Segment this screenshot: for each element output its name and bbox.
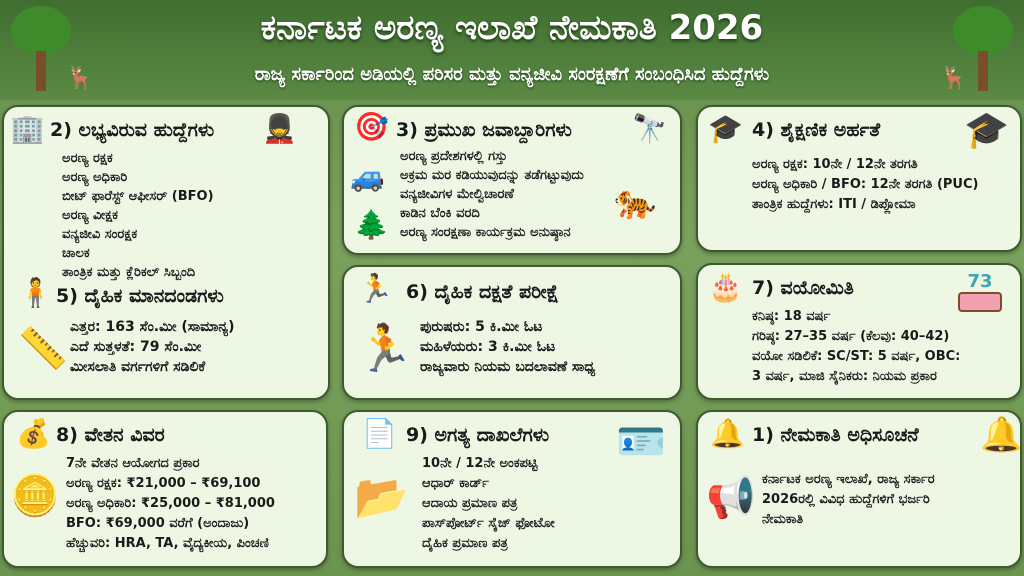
list-item: ಅರಣ್ಯ ಅಧಿಕಾರಿ: ₹25,000 – ₹81,000 — [66, 496, 275, 511]
binoculars-icon: 🔭 — [632, 112, 667, 145]
trees-icon: 🌲 — [354, 208, 389, 241]
list-item: ವನ್ಯಜೀವಿ ಸಂರಕ್ಷಕ — [62, 227, 138, 242]
list-item: ರಾಜ್ಯವಾರು ನಿಯಮ ಬದಲಾವಣೆ ಸಾಧ್ಯ — [420, 359, 596, 375]
runner-icon: 🏃 — [358, 272, 393, 305]
documents-title: 9) ಅಗತ್ಯ ದಾಖಲೆಗಳು — [406, 424, 550, 446]
list-item: ಮಹಿಳೆಯರು: 3 ಕಿ.ಮೀ ಓಟ — [420, 339, 556, 355]
list-item: ಅರಣ್ಯ ರಕ್ಷಕ — [62, 151, 113, 166]
fitness-test-panel: 🏃 6) ದೈಹಿಕ ದಕ್ಷತೆ ಪರೀಕ್ಷೆ 🏃 ಪುರುಷರು: 5 ಕ… — [342, 265, 682, 400]
list-item: ಕನಿಷ್ಠ: 18 ವರ್ಷ — [752, 309, 831, 324]
salary-title: 8) ವೇತನ ವಿವರ — [56, 424, 165, 446]
list-item: ಪಾಸ್‌ಪೋರ್ಟ್ ಸೈಜ್ ಫೋಟೋ — [422, 516, 555, 531]
list-item: ಮೀಸಲಾತಿ ವರ್ಗಗಳಿಗೆ ಸಡಿಲಿಕೆ — [70, 359, 206, 375]
posts-title: 2) ಲಭ್ಯವಿರುವ ಹುದ್ದೆಗಳು — [50, 119, 215, 141]
list-item: ನೇಮಕಾತಿ — [762, 512, 804, 527]
tree-icon — [6, 6, 76, 96]
list-item: 10ನೇ / 12ನೇ ಅಂಕಪಟ್ಟಿ — [422, 456, 538, 471]
megaphone-icon: 📢 — [706, 475, 756, 521]
sprinter-icon: 🏃 — [356, 321, 414, 375]
list-item: ಅರಣ್ಯ ರಕ್ಷಕ: ₹21,000 – ₹69,100 — [66, 476, 261, 491]
age-limit-list: ಕನಿಷ್ಠ: 18 ವರ್ಷ ಗರಿಷ್ಠ: 27–35 ವರ್ಷ (ಕೆಲವ… — [752, 307, 960, 387]
list-item: ಹೆಚ್ಚುವರಿ: HRA, TA, ವೈದ್ಯಕೀಯ, ಪಿಂಚಣಿ — [66, 536, 269, 551]
age-limit-title: 7) ವಯೋಮಿತಿ — [752, 277, 854, 299]
responsibilities-title: 3) ಪ್ರಮುಖ ಜವಾಬ್ದಾರಿಗಳು — [396, 119, 572, 141]
posts-list: ಅರಣ್ಯ ರಕ್ಷಕ ಅರಣ್ಯ ಅಧಿಕಾರಿ ಬೀಟ್ ಫಾರೆಸ್ಟ್ … — [62, 149, 214, 282]
salary-panel: 💰 8) ವೇತನ ವಿವರ 🪙 7ನೇ ವೇತನ ಆಯೋಗದ ಪ್ರಕಾರ ಅ… — [2, 410, 328, 568]
list-item: ಚಾಲಕ — [62, 246, 90, 261]
target-icon: 🎯 — [354, 110, 389, 143]
header-banner: 🦌 🦌 ಕರ್ನಾಟಕ ಅರಣ್ಯ ಇಲಾಖೆ ನೇಮಕಾತಿ 2026 ರಾಜ… — [0, 0, 1024, 100]
responsibilities-list: ಅರಣ್ಯ ಪ್ರದೇಶಗಳಲ್ಲಿ ಗಸ್ತು ಅಕ್ರಮ ಮರ ಕಡಿಯುವ… — [400, 147, 584, 242]
notification-title: 1) ನೇಮಕಾತಿ ಅಧಿಸೂಚನೆ — [752, 424, 919, 446]
list-item: ಬೀಟ್ ಫಾರೆಸ್ಟ್ ಆಫೀಸರ್ (BFO) — [62, 189, 214, 204]
soldiers-icon: 💂 — [262, 112, 297, 145]
fitness-test-title: 6) ದೈಹಿಕ ದಕ್ಷತೆ ಪರೀಕ್ಷೆ — [406, 281, 559, 303]
money-bag-icon: 💰 — [16, 417, 51, 450]
deer-icon: 🦌 — [66, 66, 94, 91]
list-item: 7ನೇ ವೇತನ ಆಯೋಗದ ಪ್ರಕಾರ — [66, 456, 200, 471]
person-icon: 🧍 — [18, 276, 53, 309]
jeep-icon: 🚙 — [350, 160, 385, 193]
list-item: ಕಾಡಿನ ಬೆಂಕಿ ವರದಿ — [400, 206, 480, 221]
cake-icon: 🎂 — [708, 270, 743, 303]
notification-panel: 🔔 1) ನೇಮಕಾತಿ ಅಧಿಸೂಚನೆ 🔔 📢 ಕರ್ನಾಟಕ ಅರಣ್ಯ … — [696, 410, 1022, 568]
graduation-cap-icon: 🎓 — [708, 112, 743, 145]
list-item: ಅರಣ್ಯ ರಕ್ಷಕ: 10ನೇ / 12ನೇ ತರಗತಿ — [752, 157, 918, 172]
documents-list: 10ನೇ / 12ನೇ ಅಂಕಪಟ್ಟಿ ಆಧಾರ್ ಕಾರ್ಡ್ ಆದಾಯ ಪ… — [422, 454, 555, 554]
bell-icon: 🔔 — [980, 415, 1023, 455]
tree-icon — [948, 6, 1018, 96]
coins-icon: 🪙 — [10, 473, 60, 519]
bell-icon: 🔔 — [710, 417, 745, 450]
physical-standards-list: ಎತ್ತರ: 163 ಸೆಂ.ಮೀ (ಸಾಮಾನ್ಯ) ಎದೆ ಸುತ್ತಳತೆ… — [70, 317, 235, 377]
list-item: 2026ರಲ್ಲಿ ವಿವಿಧ ಹುದ್ದೆಗಳಿಗೆ ಭರ್ಜರಿ — [762, 492, 930, 507]
physical-standards-title: 5) ದೈಹಿಕ ಮಾನದಂಡಗಳು — [56, 285, 224, 307]
list-item: ಅರಣ್ಯ ಅಧಿಕಾರಿ / BFO: 12ನೇ ತರಗತಿ (PUC) — [752, 177, 979, 192]
building-icon: 🏢 — [10, 112, 45, 145]
list-item: ಎದೆ ಸುತ್ತಳತೆ: 79 ಸೆಂ.ಮೀ — [70, 339, 202, 355]
page-subtitle: ರಾಜ್ಯ ಸರ್ಕಾರಿಂದ ಅಡಿಯಲ್ಲಿ ಪರಿಸರ ಮತ್ತು ವನ್… — [254, 64, 770, 85]
list-item: ಎತ್ತರ: 163 ಸೆಂ.ಮೀ (ಸಾಮಾನ್ಯ) — [70, 319, 235, 335]
list-item: ಪುರುಷರು: 5 ಕಿ.ಮೀ ಓಟ — [420, 319, 543, 335]
education-list: ಅರಣ್ಯ ರಕ್ಷಕ: 10ನೇ / 12ನೇ ತರಗತಿ ಅರಣ್ಯ ಅಧಿ… — [752, 155, 978, 215]
list-item: ಕರ್ನಾಟಕ ಅರಣ್ಯ ಇಲಾಖೆ, ರಾಜ್ಯ ಸರ್ಕಾರ — [762, 472, 935, 487]
cake-number: 73 — [967, 271, 993, 292]
height-measure-icon: 📏 — [18, 326, 68, 372]
list-item: ಗರಿಷ್ಠ: 27–35 ವರ್ಷ (ಕೆಲವು: 40–42) — [752, 329, 950, 344]
list-item: ತಾಂತ್ರಿಕ ಮತ್ತು ಕ್ಲೆರಿಕಲ್ ಸಿಬ್ಬಂದಿ — [62, 265, 196, 280]
birthday-cake-icon: 73 — [958, 271, 1002, 312]
list-item: ಅರಣ್ಯ ಅಧಿಕಾರಿ — [62, 170, 128, 185]
list-item: ಅಕ್ರಮ ಮರ ಕಡಿಯುವುದನ್ನು ತಡೆಗಟ್ಟುವುದು — [400, 168, 584, 183]
education-title: 4) ಶೈಕ್ಷಣಿಕ ಅರ್ಹತೆ — [752, 119, 881, 141]
posts-panel: 🏢 2) ಲಭ್ಯವಿರುವ ಹುದ್ದೆಗಳು 💂 ಅರಣ್ಯ ರಕ್ಷಕ ಅ… — [2, 105, 330, 400]
salary-list: 7ನೇ ವೇತನ ಆಯೋಗದ ಪ್ರಕಾರ ಅರಣ್ಯ ರಕ್ಷಕ: ₹21,0… — [66, 454, 275, 554]
folder-icon: 📂 — [354, 472, 409, 523]
list-item: ಅರಣ್ಯ ವೀಕ್ಷಕ — [62, 208, 119, 223]
list-item: BFO: ₹69,000 ವರೆಗೆ (ಅಂದಾಜು) — [66, 516, 250, 531]
list-item: ಆದಾಯ ಪ್ರಮಾಣ ಪತ್ರ — [422, 496, 518, 511]
list-item: ವಯೋ ಸಡಿಲಿಕೆ: SC/ST: 5 ವರ್ಷ, OBC: — [752, 349, 961, 364]
fitness-test-list: ಪುರುಷರು: 5 ಕಿ.ಮೀ ಓಟ ಮಹಿಳೆಯರು: 3 ಕಿ.ಮೀ ಓಟ… — [420, 317, 595, 377]
documents-panel: 📄 9) ಅಗತ್ಯ ದಾಖಲೆಗಳು 🪪 📂 10ನೇ / 12ನೇ ಅಂಕಪ… — [342, 410, 682, 568]
list-item: ದೈಹಿಕ ಪ್ರಮಾಣ ಪತ್ರ — [422, 536, 508, 551]
diploma-icon: 🎓 — [964, 110, 1009, 151]
list-item: ವನ್ಯಜೀವಿಗಳ ಮೇಲ್ವಿಚಾರಣೆ — [400, 187, 514, 202]
list-item: 3 ವರ್ಷ, ಮಾಜಿ ಸೈನಿಕರು: ನಿಯಮ ಪ್ರಕಾರ — [752, 369, 937, 384]
notification-list: ಕರ್ನಾಟಕ ಅರಣ್ಯ ಇಲಾಖೆ, ರಾಜ್ಯ ಸರ್ಕಾರ 2026ರಲ… — [762, 470, 935, 530]
age-limit-panel: 🎂 7) ವಯೋಮಿತಿ 73 ಕನಿಷ್ಠ: 18 ವರ್ಷ ಗರಿಷ್ಠ: … — [696, 263, 1022, 400]
education-panel: 🎓 4) ಶೈಕ್ಷಣಿಕ ಅರ್ಹತೆ 🎓 ಅರಣ್ಯ ರಕ್ಷಕ: 10ನೇ… — [696, 105, 1022, 252]
deer-icon: 🦌 — [940, 66, 968, 91]
list-item: ಆಧಾರ್ ಕಾರ್ಡ್ — [422, 476, 489, 491]
list-item: ಅರಣ್ಯ ಪ್ರದೇಶಗಳಲ್ಲಿ ಗಸ್ತು — [400, 149, 508, 164]
id-card-icon: 🪪 — [616, 419, 666, 465]
list-item: ಅರಣ್ಯ ಸಂರಕ್ಷಣಾ ಕಾರ್ಯಕ್ರಮ ಅನುಷ್ಠಾನ — [400, 225, 571, 240]
document-icon: 📄 — [362, 417, 397, 450]
tiger-icon: 🐅 — [614, 182, 657, 222]
page-title: ಕರ್ನಾಟಕ ಅರಣ್ಯ ಇಲಾಖೆ ನೇಮಕಾತಿ 2026 — [260, 8, 764, 48]
responsibilities-panel: 🎯 3) ಪ್ರಮುಖ ಜವಾಬ್ದಾರಿಗಳು 🔭 🚙 🌲 🐅 ಅರಣ್ಯ ಪ… — [342, 105, 682, 255]
list-item: ತಾಂತ್ರಿಕ ಹುದ್ದೆಗಳು: ITI / ಡಿಪ್ಲೋಮಾ — [752, 197, 916, 212]
